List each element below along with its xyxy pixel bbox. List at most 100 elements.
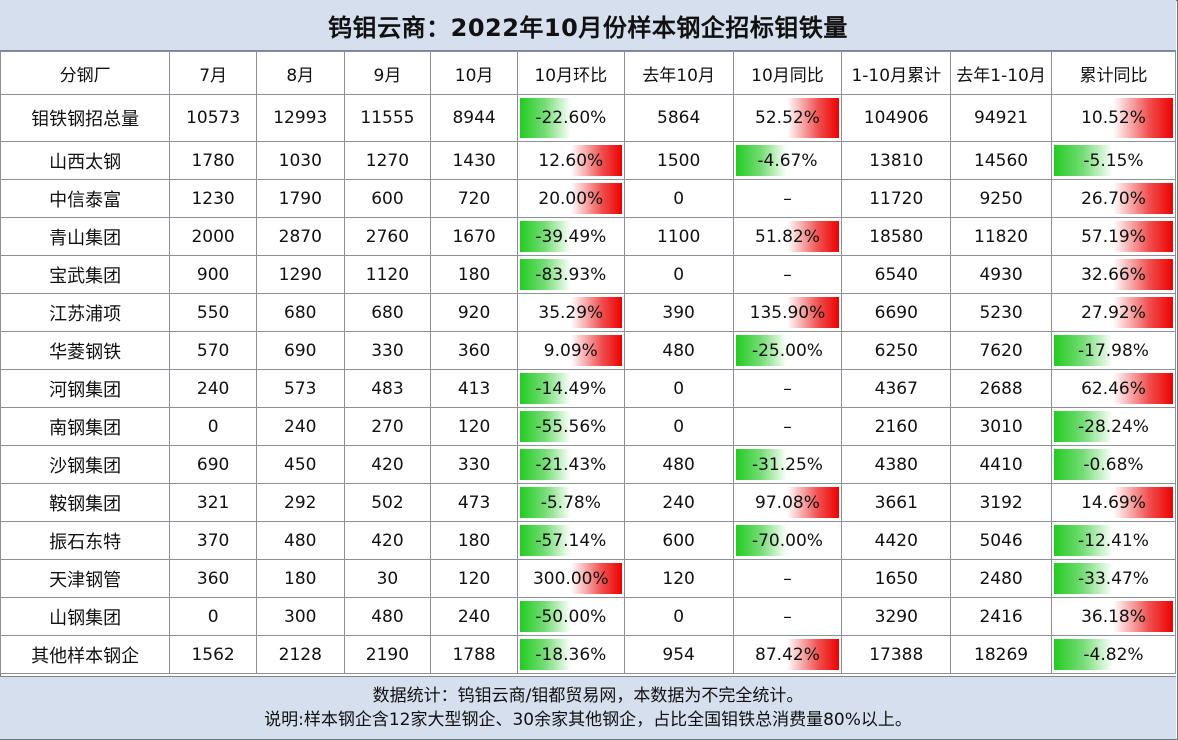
change-cell: -21.43% [516, 445, 625, 484]
change-bar [519, 411, 571, 442]
footer-description: 说明:样本钢企含12家大型钢企、30余家其他钢企，占比全国钼铁总消费量80%以上… [264, 710, 912, 730]
change-cell: 9.09% [516, 331, 625, 370]
change-cell: -5.15% [1050, 141, 1177, 180]
change-bar [1113, 601, 1173, 632]
change-value: -28.24% [1078, 416, 1149, 437]
change-value: -17.98% [1078, 340, 1149, 361]
change-cell: 27.92% [1050, 293, 1177, 332]
value-cell: 1270 [343, 141, 432, 180]
change-value: -33.47% [1078, 568, 1149, 589]
change-cell: -4.67% [732, 141, 843, 180]
value-cell: 10573 [169, 94, 257, 142]
value-cell: 680 [255, 293, 345, 332]
value-cell: 690 [255, 331, 345, 370]
footer-source: 数据统计：钨钼云商/钼都贸易网，本数据为不完全统计。 [372, 686, 804, 706]
table-row: 南钢集团 0 240 270 120 -55.56% 0–2160 3010 -28.24% [0, 407, 1177, 446]
table-row: 天津钢管 360 180 30 120 300.00% 120–1650 2480 -33.47… [0, 559, 1177, 598]
value-cell: 14560 [950, 141, 1052, 180]
value-cell: 104906 [841, 94, 952, 142]
change-cell: 135.90% [732, 293, 843, 332]
value-cell: 240 [255, 407, 345, 446]
value-cell: 2160 [841, 407, 952, 446]
change-cell: 97.08% [732, 483, 843, 522]
change-value: -12.41% [1078, 530, 1149, 551]
change-value: 36.18% [1081, 606, 1146, 627]
value-cell: 480 [623, 445, 734, 484]
table-row: 宝武集团 900 1290 1120 180 -83.93% 0 – 6540 4930 32.66… [0, 255, 1177, 294]
change-cell: – [732, 407, 843, 446]
value-cell: 180 [430, 521, 518, 560]
value-cell: 11820 [950, 217, 1052, 256]
table-row: 鞍钢集团 321 292 502 473 -5.78% 240 97.08% 3661 3192 1… [0, 483, 1177, 522]
value-cell: 240 [623, 483, 734, 522]
table-row: 华菱钢铁 570 690 330 360 9.09% 480 -25.00% 6250 7620 -… [0, 331, 1177, 370]
column-header: 10月环比 [516, 51, 625, 95]
value-cell: 390 [623, 293, 734, 332]
table-row: 中信泰富 1230 1790 600 720 20.00% 0 – 11720 9250 26.70… [0, 179, 1177, 218]
change-cell: 36.18% [1050, 597, 1177, 636]
change-value: – [783, 188, 792, 209]
value-cell: 2688 [950, 369, 1052, 408]
change-value: -25.00% [751, 340, 823, 361]
mill-name-cell: 山钢集团 [0, 597, 171, 636]
value-cell: 0 [169, 597, 257, 636]
value-cell: 920 [430, 293, 518, 332]
value-cell: 413 [430, 369, 518, 408]
change-cell: 32.66% [1050, 255, 1177, 294]
change-value: 35.29% [538, 302, 604, 323]
change-value: 12.60% [538, 150, 604, 171]
table-row: 河钢集团 240 573 483 413 -14.49% 0 – 4367 2688 62.46% [0, 369, 1177, 408]
value-cell: 720 [430, 179, 518, 218]
value-cell: 8944 [430, 94, 518, 142]
mill-name-cell: 振石东特 [0, 521, 171, 560]
change-value: -18.36% [535, 644, 607, 665]
value-cell: 330 [430, 445, 518, 484]
table-row: 其他样本钢企 1562 2128 2190 1788 -18.36% 954 87.42% 17… [0, 635, 1177, 674]
change-bar [1113, 487, 1173, 518]
change-bar [1113, 373, 1173, 404]
change-bar [519, 98, 571, 138]
value-cell: 5230 [950, 293, 1052, 332]
value-cell: 2760 [343, 217, 432, 256]
value-cell: 690 [169, 445, 257, 484]
change-cell: -17.98% [1050, 331, 1177, 370]
change-cell: 12.60% [516, 141, 625, 180]
value-cell: 2870 [255, 217, 345, 256]
change-bar [1113, 183, 1173, 214]
value-cell: 1230 [169, 179, 257, 218]
change-bar [570, 335, 622, 366]
mill-name-cell: 山西太钢 [0, 141, 171, 180]
value-cell: 17388 [841, 635, 952, 674]
value-cell: 0 [623, 597, 734, 636]
change-value: 27.92% [1081, 302, 1146, 323]
column-header: 1-10月累计 [841, 51, 952, 95]
change-bar [1053, 449, 1114, 480]
change-bar [1053, 639, 1114, 670]
table-row: 振石东特 370 480 420 180 -57.14% 600 -70.00% 4420 504… [0, 521, 1177, 560]
change-bar [787, 639, 840, 670]
column-header: 10月同比 [732, 51, 843, 95]
value-cell: 12993 [255, 94, 345, 142]
change-value: 57.19% [1081, 226, 1146, 247]
change-value: -14.49% [535, 378, 607, 399]
value-cell: 3192 [950, 483, 1052, 522]
change-cell: – [732, 597, 843, 636]
change-value: 51.82% [755, 226, 820, 247]
value-cell: 900 [169, 255, 257, 294]
value-cell: 2190 [343, 635, 432, 674]
column-header: 7月 [169, 51, 257, 95]
value-cell: 5046 [950, 521, 1052, 560]
value-cell: 483 [343, 369, 432, 408]
change-cell: 10.52% [1050, 94, 1177, 142]
change-value: 97.08% [755, 492, 820, 513]
value-cell: 2480 [950, 559, 1052, 598]
value-cell: 292 [255, 483, 345, 522]
value-cell: 18269 [950, 635, 1052, 674]
value-cell: 1500 [623, 141, 734, 180]
change-cell: -28.24% [1050, 407, 1177, 446]
value-cell: 94921 [950, 94, 1052, 142]
change-cell: -12.41% [1050, 521, 1177, 560]
value-cell: 420 [343, 445, 432, 484]
value-cell: 120 [430, 559, 518, 598]
table-row: 山西太钢 1780 1030 1270 1430 12.60% 1500 -4.67% 1381… [0, 141, 1177, 180]
